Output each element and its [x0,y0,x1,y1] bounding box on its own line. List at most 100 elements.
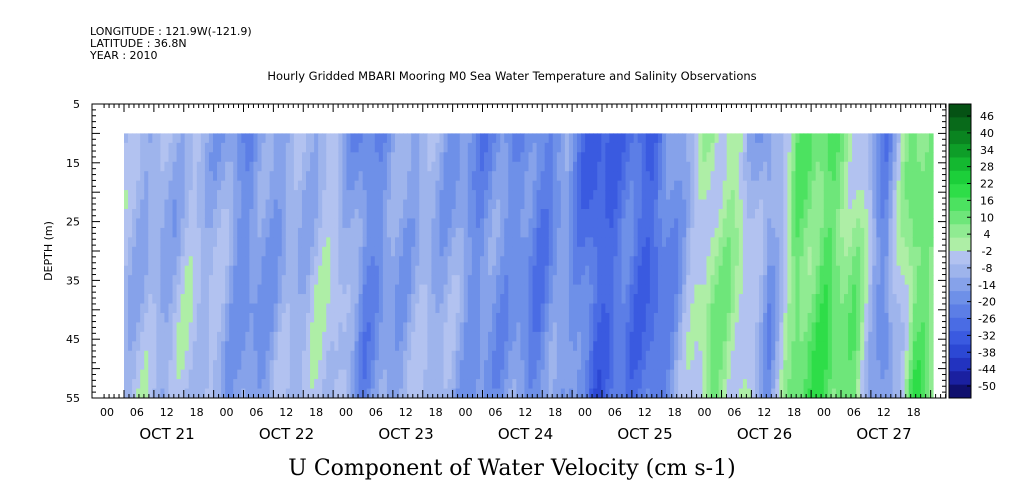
heat-cell [431,312,437,323]
heat-cell [568,284,574,295]
heat-cell [362,171,368,182]
heat-cell [779,133,784,144]
heat-cell [823,218,829,229]
heat-cell [742,303,748,314]
heat-cell [617,265,623,276]
heat-cell [799,227,805,238]
heat-cell [617,218,623,229]
heat-cell [237,331,242,342]
heat-cell [184,190,190,201]
heat-cell [362,133,368,144]
heat-cell [471,246,477,257]
heat-cell [180,152,186,163]
heat-cell [245,388,250,398]
heat-cell [306,312,311,323]
heat-cell [140,256,145,267]
heat-cell [819,218,825,229]
heat-cell [233,294,238,305]
heat-cell [621,265,627,276]
heat-cell [152,237,157,248]
heat-cell [289,388,295,398]
heat-cell [164,341,170,352]
heat-cell [273,275,279,286]
heat-cell [467,275,473,286]
heat-cell [759,341,764,352]
heat-cell [819,142,825,153]
heat-cell [346,142,352,153]
heat-cell [524,312,530,323]
heat-cell [479,190,485,201]
heat-cell [132,369,137,380]
heat-cell [407,312,412,323]
heat-cell [212,331,218,342]
heat-cell [755,360,760,371]
heat-cell [188,303,194,314]
heat-cell [322,388,327,398]
heat-cell [755,218,760,229]
heat-cell [241,265,246,276]
heat-cell [229,341,234,352]
heat-cell [293,171,299,182]
heat-cell [358,218,364,229]
heat-cell [750,388,756,398]
heat-cell [447,388,453,398]
heat-cell [374,190,380,201]
heat-cell [447,360,453,371]
heat-cell [423,133,428,144]
heat-cell [403,209,408,220]
heat-cell [164,133,170,144]
heat-cell [795,388,801,398]
heat-cell [819,227,825,238]
heat-cell [261,237,267,248]
heat-cell [771,152,776,163]
heat-cell [694,379,699,390]
heat-cell [690,171,695,182]
heat-cell [289,341,295,352]
heat-cell [184,171,190,182]
heat-cell [738,180,744,191]
heat-cell [208,322,214,333]
heat-cell [791,180,797,191]
heat-cell [459,142,465,153]
heat-cell [200,246,206,257]
heat-cell [645,369,651,380]
heat-cell [241,284,246,295]
heat-cell [128,303,133,314]
heat-cell [289,142,295,153]
heat-cell [370,379,376,390]
heat-cell [839,369,845,380]
heat-cell [597,199,602,210]
heat-cell [653,388,659,398]
heat-cell [233,379,238,390]
heat-cell [532,360,538,371]
heat-cell [544,275,550,286]
heat-cell [354,388,360,398]
heat-cell [459,209,465,220]
heat-cell [661,152,667,163]
heat-cell [568,180,574,191]
heat-cell [277,369,283,380]
heat-cell [763,350,768,361]
heat-cell [609,227,615,238]
heat-cell [484,171,489,182]
heat-cell [237,180,242,191]
heat-cell [318,227,323,238]
heat-cell [427,265,433,276]
heat-cell [132,190,137,201]
heat-cell [734,218,740,229]
heat-cell [690,180,695,191]
heat-cell [301,218,307,229]
heat-cell [649,360,655,371]
heat-cell [217,190,222,201]
heat-cell [184,388,190,398]
heat-cell [479,171,485,182]
heat-cell [459,303,465,314]
heat-cell [835,133,841,144]
heat-cell [641,199,647,210]
heat-cell [188,180,194,191]
heat-cell [799,161,805,172]
heat-cell [439,265,445,276]
heat-cell [136,369,141,380]
heat-cell [528,161,534,172]
heat-cell [378,180,384,191]
